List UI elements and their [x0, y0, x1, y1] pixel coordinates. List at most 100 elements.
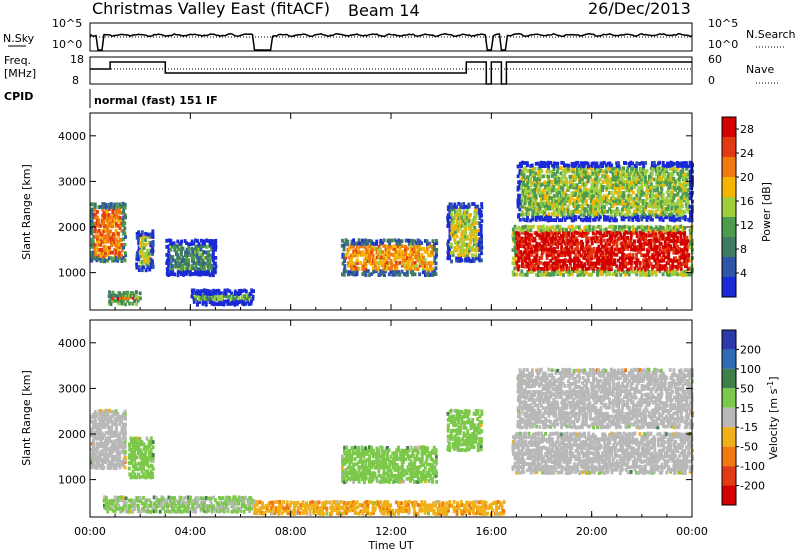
echo-cell — [526, 230, 529, 235]
echo-cell — [110, 504, 114, 508]
echo-cell — [151, 240, 155, 244]
echo-cell — [598, 194, 602, 199]
echo-cell — [346, 261, 350, 265]
echo-cell — [581, 169, 584, 173]
echo-cell — [517, 213, 521, 217]
echo-cell — [526, 233, 529, 237]
echo-cell — [663, 207, 667, 212]
echo-cell — [219, 507, 223, 511]
echo-cell — [237, 498, 241, 502]
echo-cell — [210, 270, 214, 274]
echo-cell — [614, 172, 617, 176]
echo-cell — [351, 244, 355, 249]
echo-cell — [638, 199, 642, 204]
echo-cell — [107, 205, 111, 210]
echo-cell — [192, 266, 196, 271]
echo-cell — [626, 235, 629, 240]
echo-cell — [597, 204, 601, 209]
echo-cell — [98, 436, 102, 441]
echo-cell — [213, 297, 217, 302]
echo-cell — [609, 179, 613, 184]
echo-cell — [684, 201, 688, 206]
echo-cell — [251, 294, 255, 299]
echo-cell — [124, 503, 128, 508]
echo-cell — [671, 264, 675, 268]
echo-cell — [109, 250, 113, 255]
echo-cell — [395, 256, 399, 260]
echo-cell — [577, 250, 581, 254]
echo-cell — [110, 426, 113, 430]
echo-cell — [174, 250, 178, 255]
echo-cell — [558, 224, 562, 229]
echo-cell — [581, 207, 585, 212]
echo-cell — [115, 202, 119, 207]
echo-cell — [553, 175, 556, 180]
echo-cell — [652, 188, 656, 193]
echo-cell — [659, 241, 663, 246]
echo-cell — [644, 258, 648, 263]
echo-cell — [532, 259, 536, 263]
echo-cell — [206, 289, 210, 293]
echo-cell — [572, 183, 576, 187]
echo-cell — [165, 509, 169, 513]
echo-cell — [683, 172, 687, 177]
echo-cell — [364, 269, 368, 274]
echo-cell — [415, 241, 419, 245]
echo-cell — [606, 242, 610, 247]
echo-cell — [674, 272, 678, 276]
echo-cell — [622, 166, 626, 171]
echo-cell — [395, 245, 399, 249]
echo-cell — [591, 231, 595, 236]
echo-cell — [665, 228, 669, 233]
echo-cell — [567, 231, 571, 235]
echo-cell — [547, 272, 551, 276]
echo-cell — [602, 196, 606, 201]
echo-cell — [567, 269, 570, 274]
echo-cell — [550, 250, 554, 254]
echo-cell — [604, 227, 608, 232]
echo-cell — [173, 496, 177, 500]
echo-cell — [667, 193, 671, 198]
echo-cell — [597, 201, 601, 206]
echo-cell — [194, 509, 198, 514]
echo-cell — [652, 270, 656, 274]
echo-cell — [460, 229, 464, 234]
echo-cell — [140, 246, 144, 251]
echo-cell — [572, 236, 576, 241]
echo-cell — [119, 295, 122, 300]
echo-cell — [151, 243, 155, 247]
echo-cell — [628, 188, 632, 193]
echo-cell — [206, 291, 210, 296]
echo-cell — [653, 236, 657, 241]
echo-cell — [645, 196, 649, 201]
echo-cell — [667, 174, 671, 179]
echo-cell — [147, 442, 151, 447]
echo-cell — [102, 221, 106, 226]
echo-cell — [102, 423, 106, 428]
echo-cell — [534, 218, 538, 222]
echo-cell — [627, 198, 631, 203]
echo-cell — [123, 442, 127, 447]
echo-cell — [389, 252, 393, 257]
echo-cell — [201, 266, 205, 271]
echo-cell — [547, 237, 551, 241]
echo-cell — [638, 185, 642, 190]
echo-cell — [614, 269, 617, 274]
echo-cell — [244, 301, 248, 306]
echo-cell — [131, 456, 135, 460]
echo-cell — [119, 509, 123, 514]
echo-cell — [548, 170, 552, 174]
echo-cell — [387, 250, 391, 255]
echo-cell — [681, 209, 685, 214]
echo-cell — [683, 230, 687, 235]
echo-cell — [517, 233, 521, 238]
echo-cell — [669, 272, 672, 277]
echo-cell — [237, 506, 241, 511]
echo-cell — [170, 496, 174, 500]
echo-cell — [652, 256, 656, 260]
echo-cell — [658, 252, 662, 257]
echo-cell — [453, 227, 457, 231]
echo-cell — [93, 425, 97, 430]
echo-cell — [474, 229, 478, 234]
echo-cell — [685, 188, 688, 192]
